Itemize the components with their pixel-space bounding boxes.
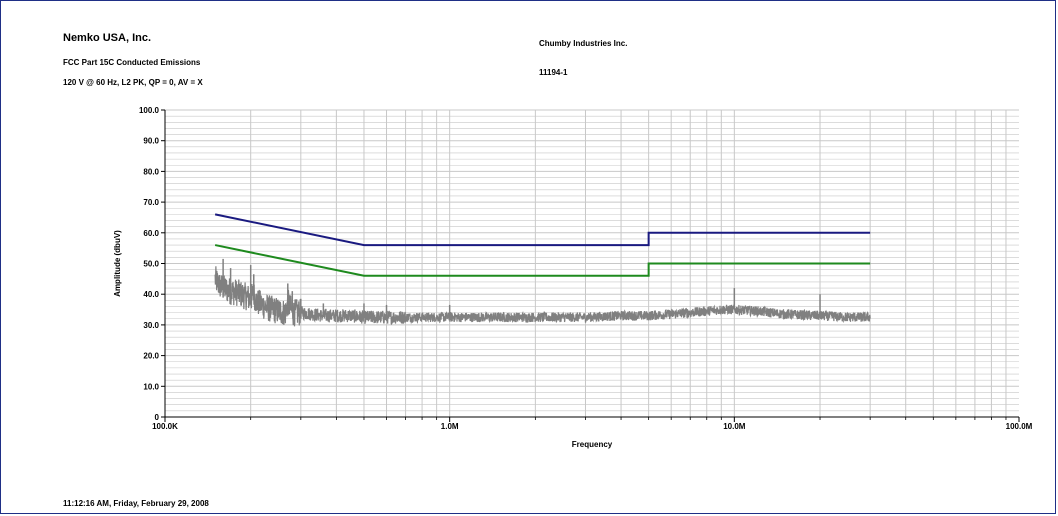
x-axis-title: Frequency (572, 440, 613, 449)
chart-series (214, 213, 871, 327)
timestamp: 11:12:16 AM, Friday, February 29, 2008 (63, 499, 209, 508)
x-tick-label: 100.0M (1006, 422, 1033, 431)
y-tick-label: 20.0 (143, 352, 159, 361)
chart-axes (161, 109, 1020, 422)
qp-limit-line (214, 213, 871, 247)
y-tick-label: 80.0 (143, 167, 159, 176)
company-name: Nemko USA, Inc. (63, 32, 152, 44)
y-tick-label: 30.0 (143, 321, 159, 330)
chart-labels: Frequency Amplitude (dbuV) 0 10.0 20.0 30.0… (113, 106, 1033, 449)
measurement-trace (214, 266, 871, 327)
y-tick-label: 70.0 (143, 198, 159, 207)
x-tick-label: 100.0K (152, 422, 178, 431)
y-tick-label: 10.0 (143, 382, 159, 391)
x-tick-label: 1.0M (441, 422, 459, 431)
y-tick-label: 90.0 (143, 137, 159, 146)
client-name: Chumby Industries Inc. (539, 39, 628, 48)
test-title: FCC Part 15C Conducted Emissions (63, 58, 201, 67)
x-tick-label: 10.0M (723, 422, 746, 431)
avg-limit-line (214, 244, 871, 277)
y-tick-label: 0 (155, 413, 160, 422)
y-tick-label: 50.0 (143, 260, 159, 269)
y-tick-label: 100.0 (139, 106, 160, 115)
project-number: 11194-1 (539, 68, 568, 77)
test-conditions: 120 V @ 60 Hz, L2 PK, QP = 0, AV = X (63, 78, 203, 87)
y-tick-label: 60.0 (143, 229, 159, 238)
y-axis-title: Amplitude (dbuV) (113, 230, 122, 297)
y-tick-label: 40.0 (143, 290, 159, 299)
chart-grid (164, 109, 1019, 418)
